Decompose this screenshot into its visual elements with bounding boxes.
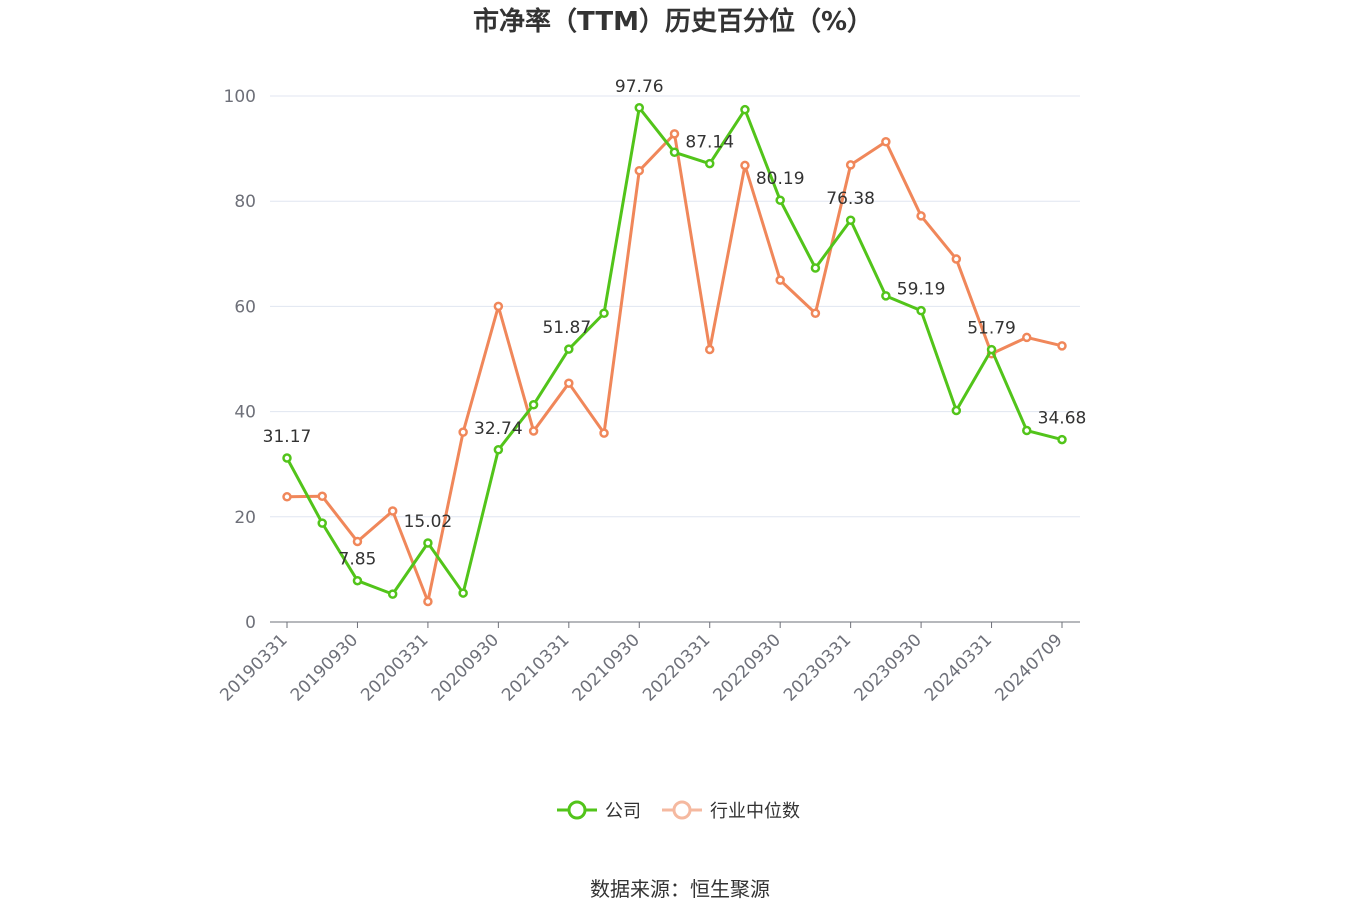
data-label: 15.02 [404,512,453,532]
data-source-note: 数据来源：恒生聚源 [590,877,770,901]
data-point [810,308,821,318]
data-point [282,453,292,463]
data-point [916,211,926,221]
data-point [599,428,609,438]
data-point [1022,332,1032,343]
data-point [423,596,433,607]
series-layer [282,103,1067,607]
data-point [845,160,856,170]
data-point [564,344,574,354]
data-label: 31.17 [263,427,312,447]
data-point [317,518,327,528]
data-label: 51.87 [542,318,591,338]
y-tick-label: 40 [234,403,256,423]
legend-marker [567,800,587,820]
y-tick-label: 0 [245,613,256,633]
data-point [1057,434,1067,445]
data-point [564,378,574,388]
y-tick-label: 20 [234,508,256,528]
data-point [951,254,962,264]
x-tick-label: 20230331 [780,630,855,705]
data-label: 7.85 [339,550,377,570]
data-point [1022,425,1032,436]
legend-marker [672,800,692,820]
data-point [493,445,504,455]
data-label: 97.76 [615,77,664,97]
data-point [634,103,645,113]
data-label: 80.19 [756,169,805,189]
data-point [916,305,926,316]
x-axis: 2019033120190930202003312020093020210331… [216,621,1080,706]
data-point [282,492,292,502]
data-label: 32.74 [474,419,523,439]
data-point [493,301,504,312]
data-point [352,575,363,586]
data-point [669,129,680,139]
legend-item-0[interactable]: 公司 [557,800,641,822]
x-tick-label: 20240709 [991,630,1066,705]
data-point [634,165,645,176]
data-label: 87.14 [685,133,734,153]
data-labels: 31.17 7.85 15.02 32.74 51.87 97.76 87.14 80.19 7… [263,77,1087,570]
legend-label: 行业中位数 [710,801,800,822]
data-label: 51.79 [967,319,1016,339]
y-tick-label: 100 [224,87,256,107]
data-point [775,195,785,205]
grid-lines [270,95,1080,518]
chart-title: 市净率（TTM）历史百分位（%） [473,6,873,37]
legend-item-1[interactable]: 行业中位数 [662,800,800,822]
y-tick-label: 60 [234,297,256,317]
y-tick-label: 80 [234,192,256,212]
data-point [352,536,363,547]
x-tick-label: 20190930 [287,630,362,705]
data-label: 76.38 [826,189,875,209]
data-point [458,588,468,598]
x-tick-label: 20210930 [569,630,644,705]
x-tick-label: 20200930 [428,630,503,705]
y-axis: 0 20 40 60 80 100 [224,87,256,633]
data-point [599,308,609,318]
data-point [881,291,891,301]
x-tick-label: 20230930 [850,630,925,705]
data-point [704,344,715,355]
data-point [740,104,750,115]
data-point [775,275,785,285]
data-point [528,426,539,436]
data-point [1057,341,1067,351]
data-point [528,400,539,410]
x-tick-label: 20240331 [921,630,996,705]
x-tick-label: 20210331 [498,630,573,705]
data-point [669,147,680,158]
legend[interactable]: 公司 行业中位数 [557,800,800,822]
data-label: 34.68 [1038,409,1087,429]
data-point [704,158,715,169]
data-point [423,538,433,548]
data-point [951,405,962,416]
x-tick-label: 20220930 [710,630,785,705]
data-point [458,427,468,437]
data-point [986,344,997,355]
data-point [387,589,398,599]
data-point [387,506,398,516]
data-point [881,137,891,147]
x-tick-label: 20220331 [639,630,714,705]
x-tick-label: 20190331 [216,630,291,705]
data-point [810,263,821,273]
x-tick-label: 20200331 [357,630,432,705]
data-point [845,215,856,225]
data-point [317,491,327,502]
data-label: 59.19 [897,280,946,300]
data-point [740,160,750,171]
legend-label: 公司 [605,801,641,822]
